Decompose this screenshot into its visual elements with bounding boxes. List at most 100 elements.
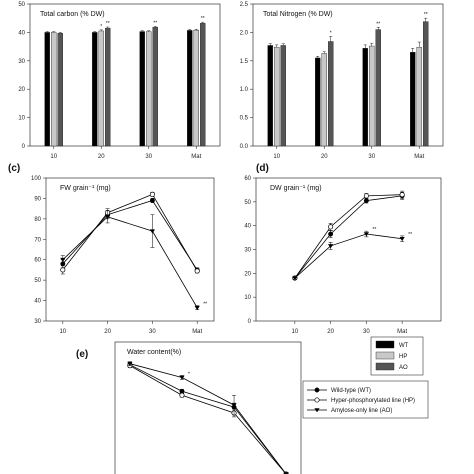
bar xyxy=(267,45,273,147)
marker-hp xyxy=(194,268,200,274)
marker-hp xyxy=(149,191,155,197)
panel-b: 0.00.51.01.52.02.510 20 30 Mat*****Total Ni… xyxy=(240,2,444,160)
plot-frame xyxy=(45,177,215,322)
chart-title: FW grain⁻¹ (mg) xyxy=(60,185,111,192)
x-tick-label: Mat xyxy=(414,154,424,160)
y-tick-label: 90 xyxy=(34,196,41,202)
legend-swatch xyxy=(375,362,395,371)
y-tick-label: 40 xyxy=(18,30,25,36)
panel-c: 30 40 50 60 70 80 90 100 10 20 30 Mat ** FW grain⁻¹ (… xyxy=(31,176,215,335)
y-tick-label: 0.0 xyxy=(240,144,249,150)
plot-frame xyxy=(252,3,444,147)
line-legend: Wild-type (WT) Hyper-phosphorylated line … xyxy=(302,380,429,419)
bar xyxy=(280,45,286,147)
bar xyxy=(193,29,199,147)
y-tick-label: 30 xyxy=(34,319,41,325)
y-tick-label: 50 xyxy=(18,2,25,8)
series-line xyxy=(294,195,403,279)
chart-title: Total carbon (% DW) xyxy=(40,11,105,18)
significance-mark: ** xyxy=(106,21,110,27)
x-tick-label: 20 xyxy=(98,154,105,160)
marker-ao xyxy=(127,361,133,367)
bar xyxy=(315,57,321,147)
bar xyxy=(44,32,50,147)
y-tick-label: 10 xyxy=(244,295,251,301)
bar xyxy=(328,41,334,147)
bar xyxy=(98,30,104,147)
bar-legend: WT HP AO xyxy=(370,336,424,376)
x-tick-label: 30 xyxy=(145,154,152,160)
marker-ao xyxy=(60,257,66,263)
plot-frame xyxy=(29,3,221,147)
significance-mark: * xyxy=(330,30,332,36)
y-tick-label: 0 xyxy=(248,319,252,325)
plot-frame xyxy=(114,341,302,474)
significance-mark: ** xyxy=(372,227,376,233)
x-tick-label: 10 xyxy=(59,329,66,335)
series-line xyxy=(62,199,198,271)
plot-frame xyxy=(255,177,442,322)
significance-mark: ** xyxy=(376,21,380,27)
y-tick-label: 1.5 xyxy=(240,59,249,65)
x-tick-label: Mat xyxy=(192,329,202,335)
bar xyxy=(139,31,145,147)
legend-frame xyxy=(302,380,429,419)
y-tick-label: 60 xyxy=(244,176,251,182)
series-line xyxy=(294,233,403,279)
marker-ao xyxy=(328,244,334,249)
legend-label: Wild-type (WT) xyxy=(331,388,371,394)
significance-mark: ** xyxy=(201,16,205,22)
x-tick-label: 20 xyxy=(327,329,334,335)
marker-ao xyxy=(363,232,369,237)
legend-label: Hyper-phosphorylated line (HP) xyxy=(331,398,415,404)
y-tick-label: 20 xyxy=(18,87,25,93)
marker-hp xyxy=(363,193,369,199)
marker-wt xyxy=(328,231,334,237)
x-tick-label: 10 xyxy=(273,154,280,160)
marker-hp xyxy=(60,267,66,273)
panel-label-e: (e) xyxy=(76,349,88,360)
series-line xyxy=(129,363,287,474)
series-line xyxy=(62,193,198,272)
bar xyxy=(274,46,280,147)
bar xyxy=(200,23,206,147)
chart-title: Total Nitrogen (% DW) xyxy=(263,11,333,18)
series-line xyxy=(129,365,287,474)
bar xyxy=(57,33,63,147)
legend-label: Amylose-only line (AO) xyxy=(331,408,392,414)
legend-label: WT xyxy=(399,343,409,349)
marker-ao xyxy=(399,236,405,242)
legend-swatch xyxy=(375,351,395,360)
y-tick-label: 20 xyxy=(244,271,251,277)
y-tick-label: 60 xyxy=(34,258,41,264)
bar xyxy=(51,32,57,147)
legend-label: AO xyxy=(399,365,408,371)
x-tick-label: 30 xyxy=(363,329,370,335)
legend-swatch xyxy=(375,340,395,349)
x-tick-label: Mat xyxy=(397,329,407,335)
significance-mark: ** xyxy=(424,12,428,18)
marker-hp xyxy=(399,192,405,198)
bar xyxy=(92,32,98,147)
y-tick-label: 0.5 xyxy=(240,116,249,122)
marker-wt xyxy=(314,387,320,393)
significance-mark: * xyxy=(100,24,102,30)
marker-ao xyxy=(149,229,155,234)
bar xyxy=(369,45,375,147)
panel-label-d: (d) xyxy=(256,163,269,174)
x-tick-label: 10 xyxy=(50,154,57,160)
chart-title: Water content(%) xyxy=(127,349,181,356)
legend-label: HP xyxy=(399,354,407,360)
series-line xyxy=(62,216,198,308)
y-tick-label: 70 xyxy=(34,237,41,243)
y-tick-label: 2.0 xyxy=(240,30,249,36)
significance-mark: ** xyxy=(408,232,412,238)
significance-mark: ** xyxy=(203,302,207,308)
marker-ao xyxy=(105,215,111,220)
bar xyxy=(146,31,152,147)
y-tick-label: 40 xyxy=(34,299,41,305)
marker-ao xyxy=(292,276,298,281)
bar xyxy=(416,46,422,147)
series-line xyxy=(129,364,287,474)
marker-hp xyxy=(328,224,334,230)
